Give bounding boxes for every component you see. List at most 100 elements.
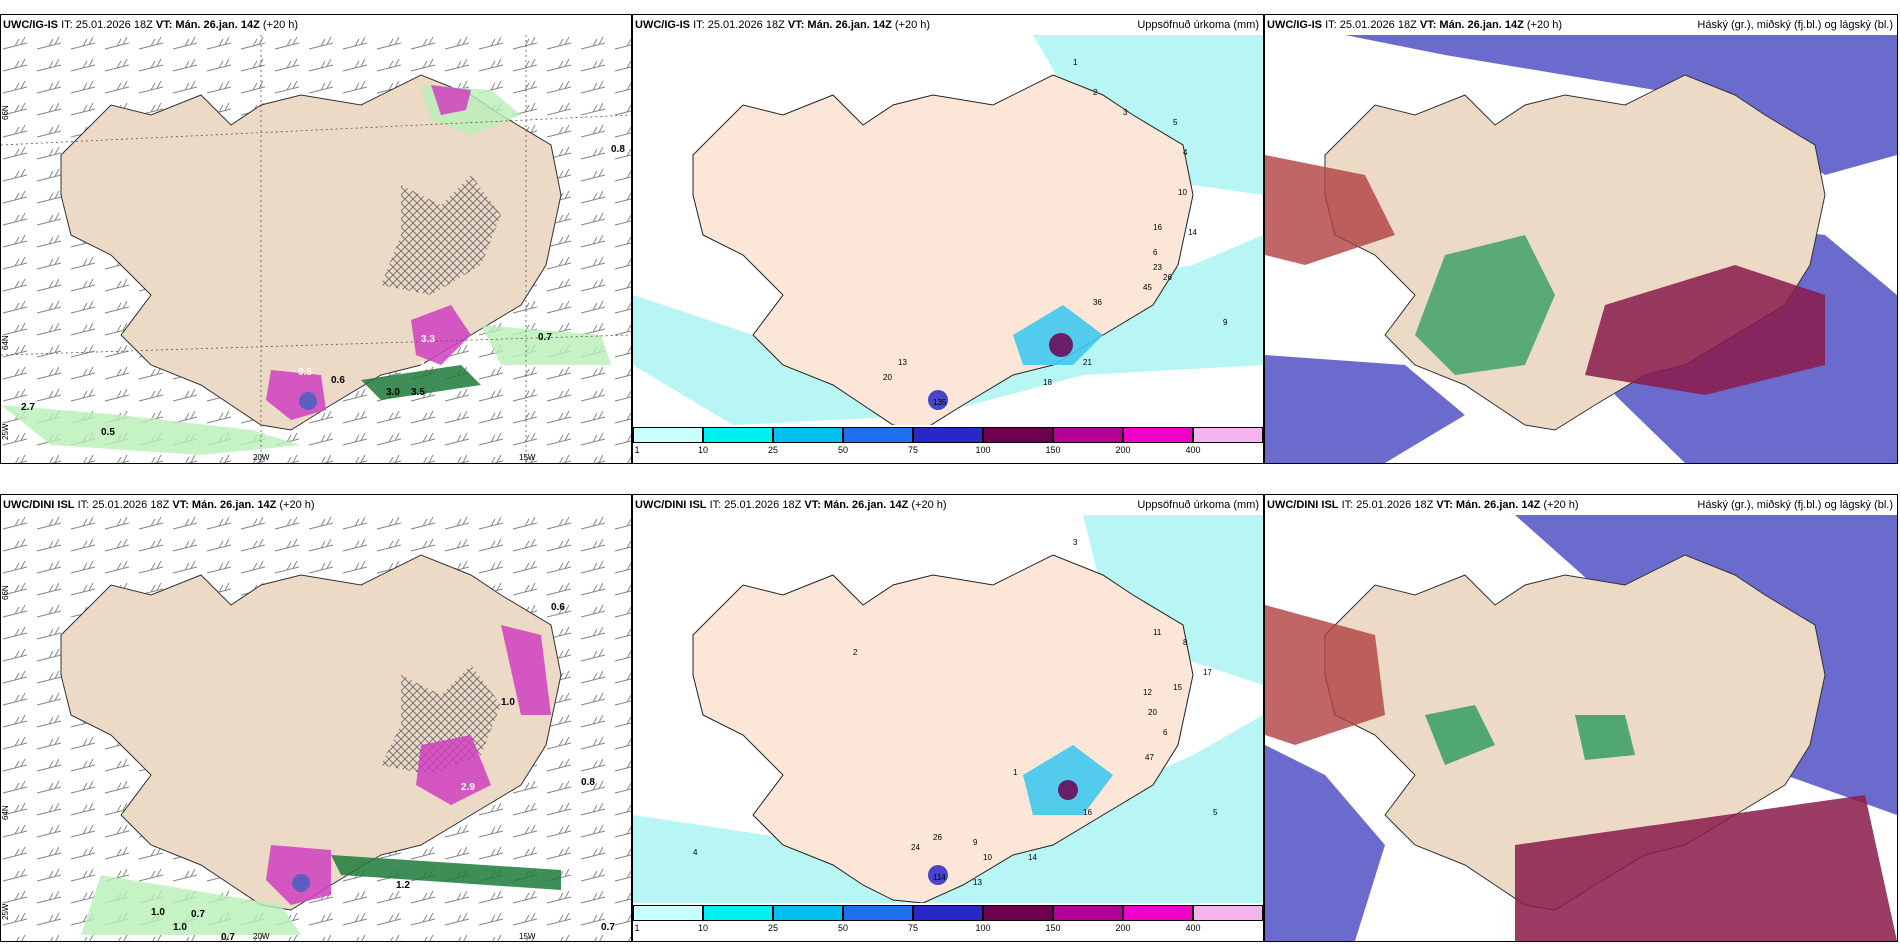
svg-text:20: 20: [883, 373, 892, 382]
svg-text:23: 23: [1153, 263, 1162, 272]
colorbar-segment: [773, 427, 843, 443]
svg-text:14: 14: [1188, 228, 1197, 237]
panel-bottom-left-wind-precip: UWC/DINI ISL IT: 25.01.2026 18Z VT: Mán.…: [0, 494, 632, 942]
svg-text:21: 21: [1083, 358, 1092, 367]
colorbar-tick: 1: [634, 923, 640, 933]
panel-title: Uppsöfnuð úrkoma (mm): [1137, 19, 1259, 31]
panel-top-left-wind-precip: UWC/IG-IS IT: 25.01.2026 18Z VT: Mán. 26…: [0, 14, 632, 464]
colorbar-tick: 1: [634, 445, 640, 455]
map-canvas: 1.0 0.7 1.0 0.7 0.6 0.8 0.7 2.9 1.2 1.0 …: [1, 515, 631, 941]
svg-text:3.0: 3.0: [386, 387, 400, 398]
colorbar-segment: [633, 905, 703, 921]
colorbar-segment: [843, 905, 913, 921]
svg-text:9: 9: [973, 838, 978, 847]
svg-text:26: 26: [933, 833, 942, 842]
svg-text:3: 3: [1073, 538, 1078, 547]
colorbar-segment: [633, 427, 703, 443]
iceland-land: [692, 554, 1194, 903]
colorbar-segment: [913, 427, 983, 443]
svg-text:1: 1: [1013, 768, 1018, 777]
svg-text:4: 4: [693, 848, 698, 857]
svg-text:1.0: 1.0: [151, 907, 165, 918]
map-canvas: 1 2 3 4 5 6 9 10 13 14 16 18 20 21 23 26…: [633, 35, 1263, 425]
svg-text:0.8: 0.8: [581, 777, 595, 788]
svg-text:3.3: 3.3: [421, 334, 435, 345]
colorbar-segment: [1123, 427, 1193, 443]
precip-colorbar: 1 10 25 50 75 100 150 200 400: [633, 423, 1263, 463]
colorbar-tick: 50: [837, 923, 849, 933]
colorbar-tick: 100: [975, 445, 991, 455]
panel-bottom-mid-accum-precip: UWC/DINI ISL IT: 25.01.2026 18Z VT: Mán.…: [632, 494, 1264, 942]
svg-text:16: 16: [1083, 808, 1092, 817]
svg-text:2: 2: [853, 648, 858, 657]
svg-text:45: 45: [1143, 283, 1152, 292]
cloud-map-canvas: [1265, 35, 1897, 463]
precip-magenta: [431, 85, 471, 115]
svg-text:114: 114: [933, 873, 946, 882]
svg-text:0.6: 0.6: [331, 375, 345, 386]
colorbar-segment: [1193, 427, 1263, 443]
panel-header: UWC/IG-IS IT: 25.01.2026 18Z VT: Mán. 26…: [1, 15, 631, 35]
precip-green-band: [1, 405, 301, 455]
colorbar-segment: [983, 427, 1053, 443]
colorbar-segment: [773, 905, 843, 921]
svg-text:15W: 15W: [519, 932, 536, 941]
iceland-land: [60, 554, 562, 911]
colorbar-tick: 150: [1045, 445, 1061, 455]
svg-text:2.7: 2.7: [21, 402, 35, 413]
panel-title: Háský (gr.), miðský (fj.bl.) og lágský (…: [1697, 499, 1893, 511]
low-cloud-maroon: [1585, 265, 1825, 395]
colorbar-segment: [1123, 905, 1193, 921]
cloud-map-canvas: [1265, 515, 1897, 941]
colorbar-tick: 150: [1045, 923, 1061, 933]
axis-lon-20w: 20W: [253, 453, 270, 462]
label-precip: 0.5: [101, 427, 115, 438]
svg-text:8: 8: [1183, 638, 1188, 647]
panel-header: UWC/IG-IS IT: 25.01.2026 18Z VT: Mán. 26…: [633, 15, 1263, 35]
svg-text:13: 13: [898, 358, 907, 367]
svg-text:14: 14: [1028, 853, 1037, 862]
panel-title: Uppsöfnuð úrkoma (mm): [1137, 499, 1259, 511]
colorbar-tick: 25: [767, 923, 779, 933]
svg-text:17: 17: [1203, 668, 1212, 677]
svg-text:47: 47: [1145, 753, 1154, 762]
snow-hatch: [381, 175, 501, 295]
colorbar-tick: 75: [907, 445, 919, 455]
panel-header: UWC/DINI ISL IT: 25.01.2026 18Z VT: Mán.…: [633, 495, 1263, 515]
colorbar-tick: 100: [975, 923, 991, 933]
svg-text:0.7: 0.7: [601, 922, 615, 933]
svg-text:25W: 25W: [1, 423, 10, 440]
svg-text:20W: 20W: [253, 932, 270, 941]
colorbar-tick: 10: [697, 923, 709, 933]
svg-text:26: 26: [1163, 273, 1172, 282]
svg-text:13: 13: [973, 878, 982, 887]
svg-text:2: 2: [1093, 88, 1098, 97]
high-cloud-green: [1415, 235, 1555, 375]
svg-text:10: 10: [1178, 188, 1187, 197]
colorbar-segment: [913, 905, 983, 921]
svg-text:6: 6: [1163, 728, 1168, 737]
midlevel-cloud: [1345, 35, 1897, 175]
svg-text:66N: 66N: [1, 585, 10, 600]
axis-lat-66n: 66N: [1, 105, 10, 120]
svg-text:6: 6: [1153, 248, 1158, 257]
colorbar-segment: [983, 905, 1053, 921]
svg-text:64N: 64N: [1, 805, 10, 820]
colorbar-tick: 50: [837, 445, 849, 455]
svg-text:1.2: 1.2: [396, 880, 410, 891]
svg-text:9: 9: [1223, 318, 1228, 327]
map-canvas: 0.5 0.6 0.7 0.8 3.3 2.0 0.5 2.7 3.0 3.5 …: [1, 35, 631, 463]
svg-text:25W: 25W: [1, 903, 10, 920]
panel-header: UWC/IG-IS IT: 25.01.2026 18Z VT: Mán. 26…: [1265, 15, 1897, 35]
panel-header: UWC/DINI ISL IT: 25.01.2026 18Z VT: Mán.…: [1265, 495, 1897, 515]
colorbar-segment: [1193, 905, 1263, 921]
high-cloud-red: [1265, 155, 1395, 265]
svg-text:4: 4: [1183, 148, 1188, 157]
panel-top-right-clouds: UWC/IG-IS IT: 25.01.2026 18Z VT: Mán. 26…: [1264, 14, 1898, 464]
svg-text:0.7: 0.7: [538, 332, 552, 343]
colorbar-segment: [703, 427, 773, 443]
map-canvas: 1 2 3 4 5 6 8 9 10 11 12 13 14 15 16 17 …: [633, 515, 1263, 903]
svg-text:3: 3: [1123, 108, 1128, 117]
svg-text:3.5: 3.5: [411, 387, 425, 398]
colorbar-tick: 75: [907, 923, 919, 933]
